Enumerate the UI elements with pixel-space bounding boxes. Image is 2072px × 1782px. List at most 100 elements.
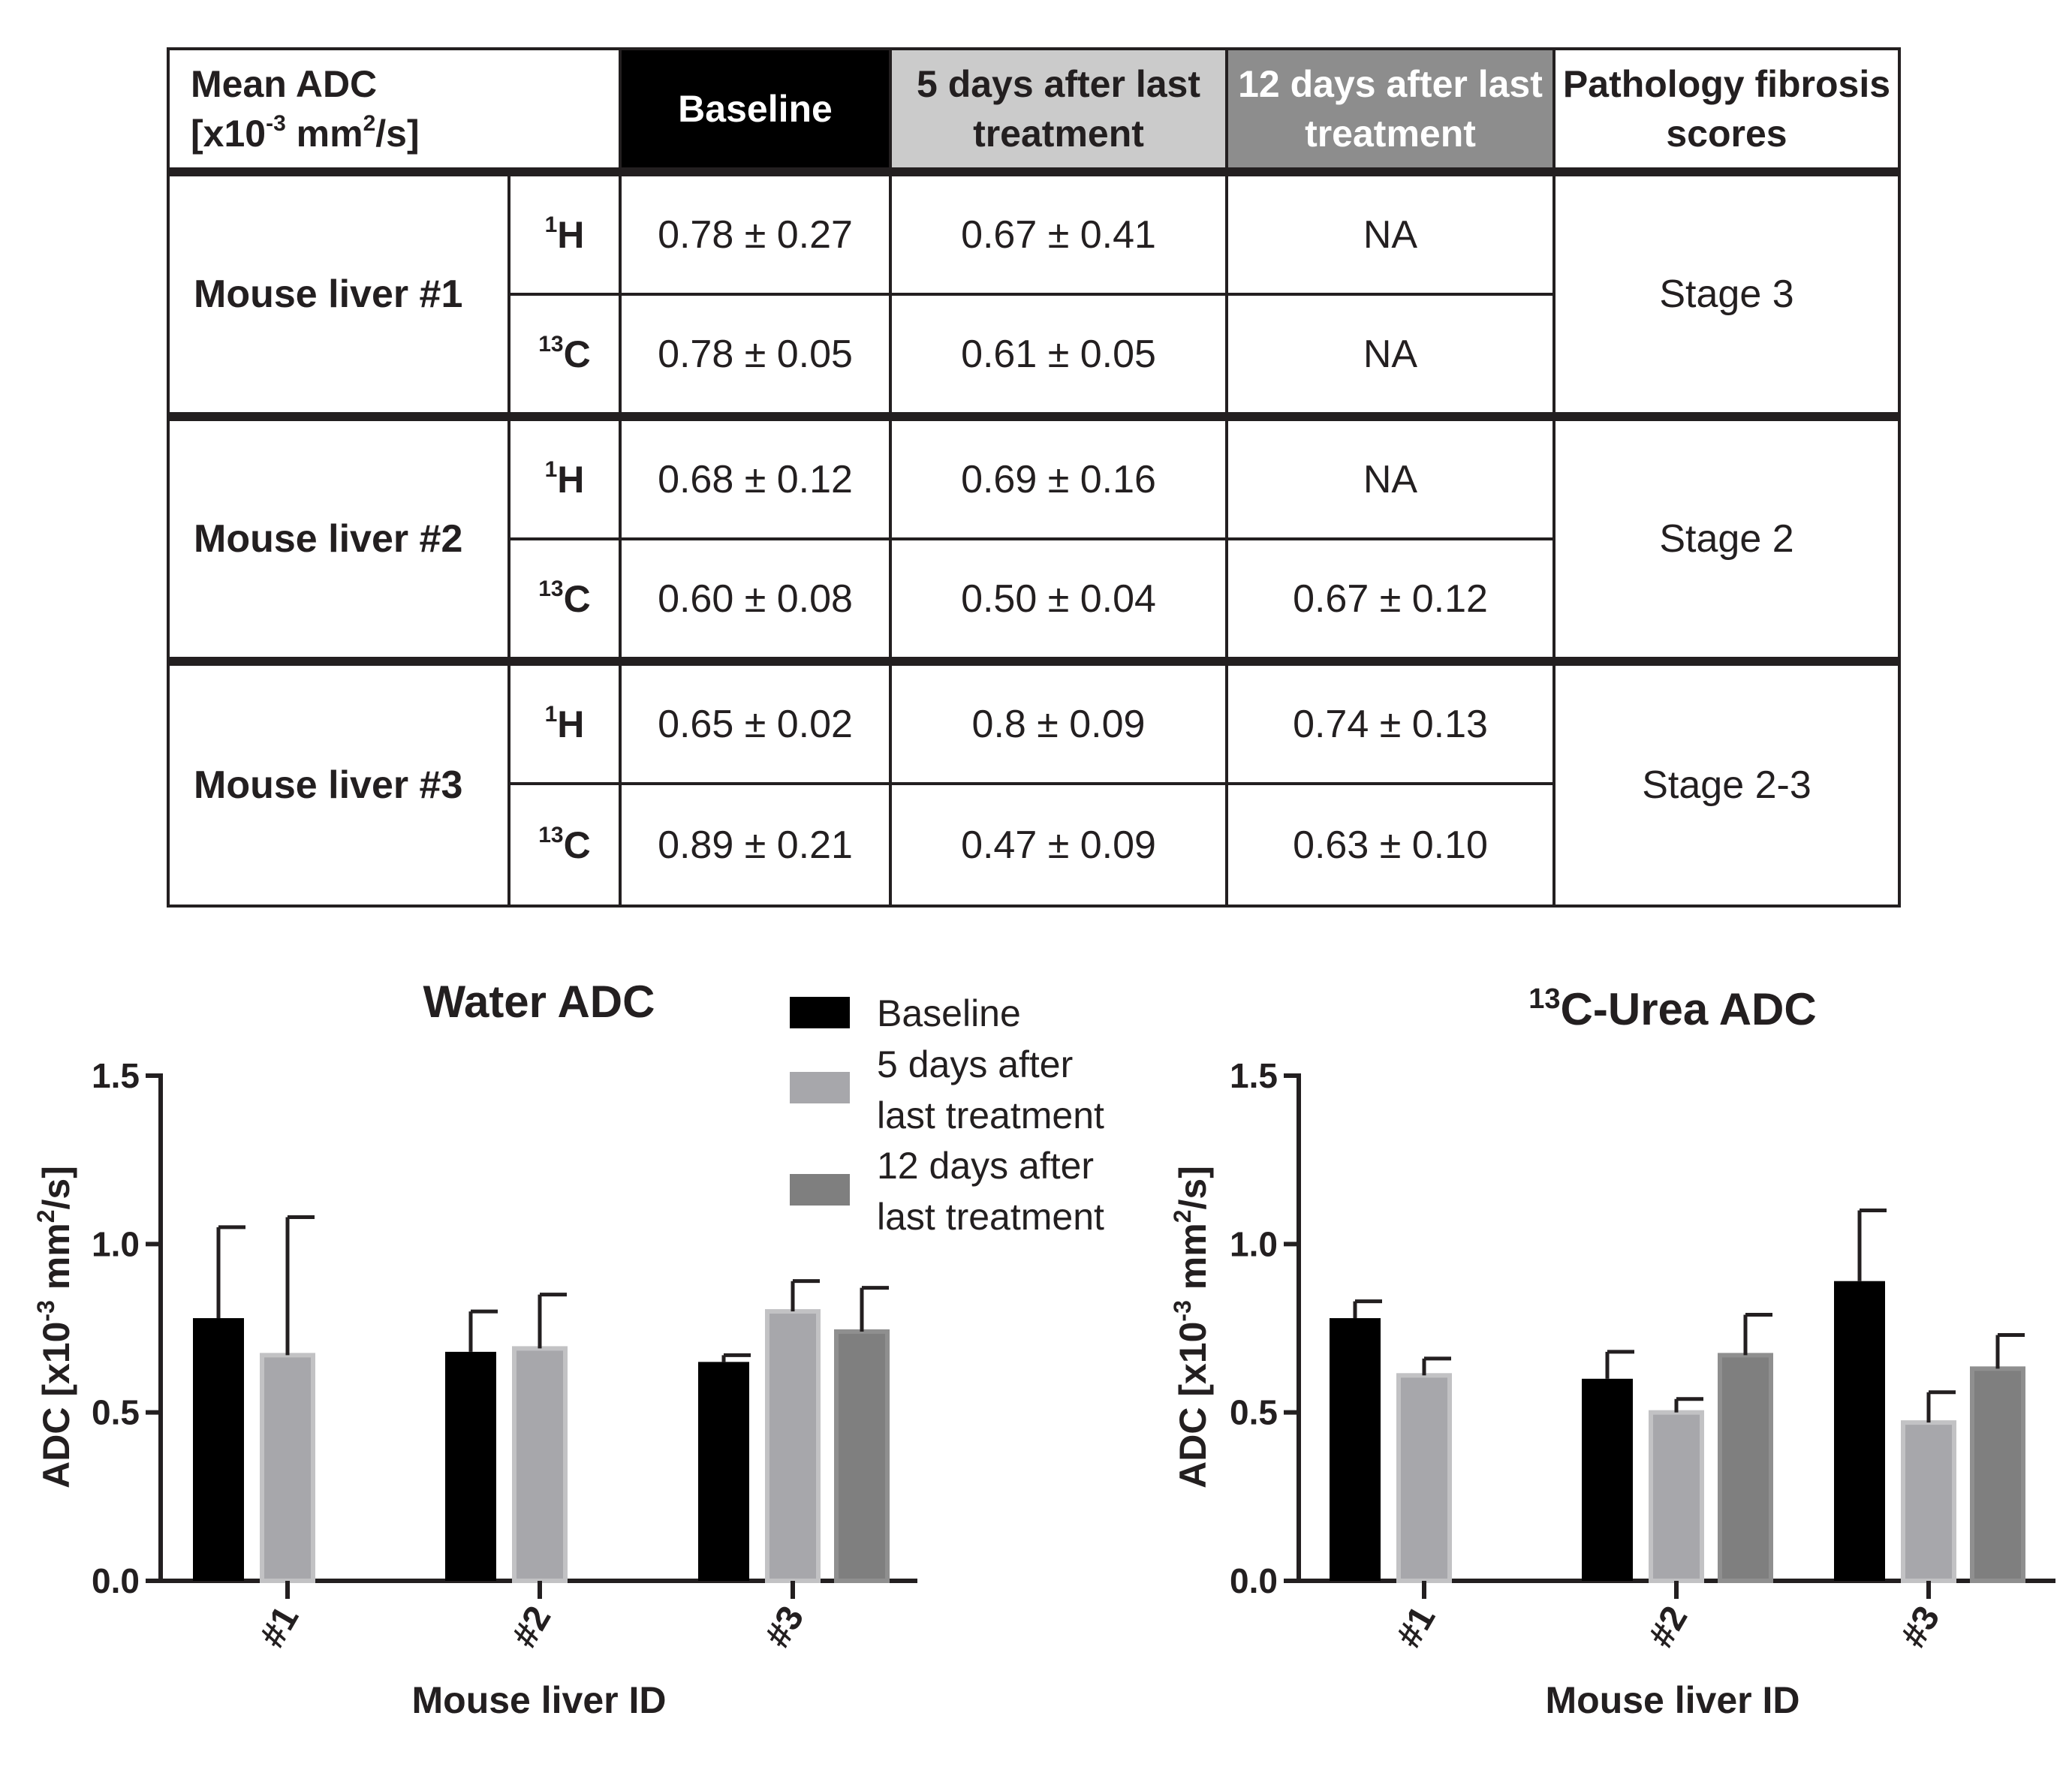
nucleus-c: 13C — [507, 537, 622, 663]
x-tick-label: #1 — [252, 1600, 307, 1654]
stage-cell: Stage 2 — [1552, 412, 1901, 663]
nucleus-mass: 1 — [544, 701, 558, 727]
chart-urea-adc: 13C-Urea ADC Mouse liver ID ADC [x10-3 m… — [1169, 983, 2055, 1721]
y-label-prefix: ADC [x10 — [35, 1322, 77, 1489]
legend-label-baseline: Baseline — [877, 992, 1021, 1034]
legend-swatch-12-days — [790, 1174, 850, 1206]
x-axis-label: Mouse liver ID — [412, 1679, 667, 1721]
legend-swatch-5-days — [790, 1072, 850, 1103]
legend-label-5-days-line1: 5 days after — [877, 1043, 1073, 1085]
mouse-name: Mouse liver #2 — [167, 412, 510, 663]
nucleus-symbol: H — [557, 703, 585, 745]
header-baseline: Baseline — [619, 47, 892, 173]
nucleus-c: 13C — [507, 782, 622, 908]
chart-title: 13C-Urea ADC — [1528, 983, 1816, 1034]
value-cell: 0.8 ± 0.09 — [889, 657, 1228, 785]
x-tick-label: #1 — [1389, 1600, 1444, 1654]
y-axis-label: ADC [x10-3 mm2/s] — [1169, 1166, 1214, 1489]
table-row: 13C 0.78 ± 0.05 0.61 ± 0.05 NA — [168, 293, 1899, 418]
stage-cell: Stage 3 — [1552, 167, 1901, 418]
bar — [765, 1309, 821, 1583]
header-pathology: Pathology fibrosis scores — [1552, 47, 1901, 173]
bar — [1396, 1373, 1452, 1584]
legend-label-5-days-line2: last treatment — [877, 1094, 1104, 1136]
header-mean-adc-label: Mean ADC — [191, 63, 378, 105]
value-cell: 0.89 ± 0.21 — [619, 782, 892, 908]
bar — [1582, 1378, 1633, 1581]
value-cell: NA — [1225, 412, 1556, 540]
value-cell: 0.60 ± 0.08 — [619, 537, 892, 663]
nucleus-c: 13C — [507, 293, 622, 418]
nucleus-mass: 1 — [544, 456, 558, 482]
table-row: 13C 0.60 ± 0.08 0.50 ± 0.04 0.67 ± 0.12 — [168, 537, 1899, 663]
x-axis-label: Mouse liver ID — [1546, 1679, 1800, 1721]
legend-swatch-baseline — [790, 997, 850, 1028]
chart-title: Water ADC — [423, 977, 655, 1027]
legend: Baseline 5 days after last treatment 12 … — [790, 992, 1104, 1238]
header-unit-prefix: [x10 — [191, 113, 267, 155]
x-tick-label: #3 — [757, 1600, 812, 1654]
nucleus-h: 1H — [507, 412, 622, 540]
x-tick-label: #2 — [1641, 1600, 1696, 1654]
bar — [834, 1329, 890, 1584]
y-tick-label: 1.5 — [92, 1056, 140, 1095]
y-label-exp2: 2 — [1169, 1210, 1196, 1224]
nucleus-symbol: H — [557, 213, 585, 256]
bar — [1970, 1366, 2025, 1583]
value-cell: 0.67 ± 0.12 — [1225, 537, 1556, 663]
y-label-exp2: 2 — [32, 1210, 59, 1224]
value-cell: 0.67 ± 0.41 — [889, 167, 1228, 296]
table-row: Mouse liver #3 1H 0.65 ± 0.02 0.8 ± 0.09… — [167, 657, 1901, 908]
value-cell: 0.61 ± 0.05 — [889, 293, 1228, 418]
legend-label-12-days-line1: 12 days after — [877, 1145, 1094, 1187]
value-cell: 0.50 ± 0.04 — [889, 537, 1228, 663]
y-label-mid: mm — [1172, 1223, 1214, 1300]
bar — [445, 1351, 496, 1581]
bar — [698, 1362, 749, 1581]
x-tick-label: #3 — [1893, 1600, 1948, 1654]
chart-title-sup: 13 — [1528, 983, 1560, 1015]
nucleus-mass: 13 — [538, 576, 564, 601]
y-label-suffix: /s] — [1172, 1166, 1214, 1209]
bar — [512, 1346, 568, 1584]
bar — [1330, 1318, 1381, 1581]
value-cell: NA — [1225, 167, 1556, 296]
bar — [1718, 1353, 1773, 1583]
bar — [1901, 1420, 1956, 1584]
y-label-exp: -3 — [32, 1300, 59, 1321]
value-cell: 0.47 ± 0.09 — [889, 782, 1228, 908]
value-cell: 0.78 ± 0.05 — [619, 293, 892, 418]
chart-water-adc: Water ADC Mouse liver ID ADC [x10-3 mm2/… — [32, 977, 917, 1721]
y-axis-label: ADC [x10-3 mm2/s] — [32, 1166, 77, 1489]
legend-label-12-days-line2: last treatment — [877, 1196, 1104, 1238]
header-mean-adc: Mean ADC [x10-3 mm2/s] — [167, 47, 622, 173]
header-unit-suffix: /s] — [375, 113, 420, 155]
chart-title-main: C-Urea ADC — [1561, 984, 1817, 1034]
table-row: 13C 0.89 ± 0.21 0.47 ± 0.09 0.63 ± 0.10 — [168, 782, 1899, 908]
nucleus-symbol: C — [563, 577, 591, 620]
header-5-days: 5 days after last treatment — [889, 47, 1228, 173]
bar — [260, 1353, 315, 1583]
nucleus-symbol: H — [557, 458, 585, 501]
y-tick-label: 1.0 — [1230, 1224, 1278, 1263]
table-header-row: Mean ADC [x10-3 mm2/s] Baseline 5 days a… — [167, 47, 1901, 173]
value-cell: 0.74 ± 0.13 — [1225, 657, 1556, 785]
header-unit-exp: -3 — [266, 111, 286, 136]
y-tick-label: 0.5 — [1230, 1393, 1278, 1432]
value-cell: 0.63 ± 0.10 — [1225, 782, 1556, 908]
nucleus-symbol: C — [563, 823, 591, 866]
y-tick-label: 0.5 — [92, 1393, 140, 1432]
value-cell: 0.68 ± 0.12 — [619, 412, 892, 540]
header-unit-exp2: 2 — [363, 111, 376, 136]
mouse-name: Mouse liver #3 — [167, 657, 510, 908]
bar — [1834, 1281, 1885, 1581]
y-label-mid: mm — [35, 1223, 77, 1300]
adc-table: Mean ADC [x10-3 mm2/s] Baseline 5 days a… — [167, 47, 1901, 908]
y-label-exp: -3 — [1169, 1300, 1196, 1321]
nucleus-mass: 1 — [544, 212, 558, 237]
y-label-prefix: ADC [x10 — [1172, 1322, 1214, 1489]
header-12-days: 12 days after last treatment — [1225, 47, 1556, 173]
y-label-suffix: /s] — [35, 1166, 77, 1209]
nucleus-symbol: C — [563, 333, 591, 375]
